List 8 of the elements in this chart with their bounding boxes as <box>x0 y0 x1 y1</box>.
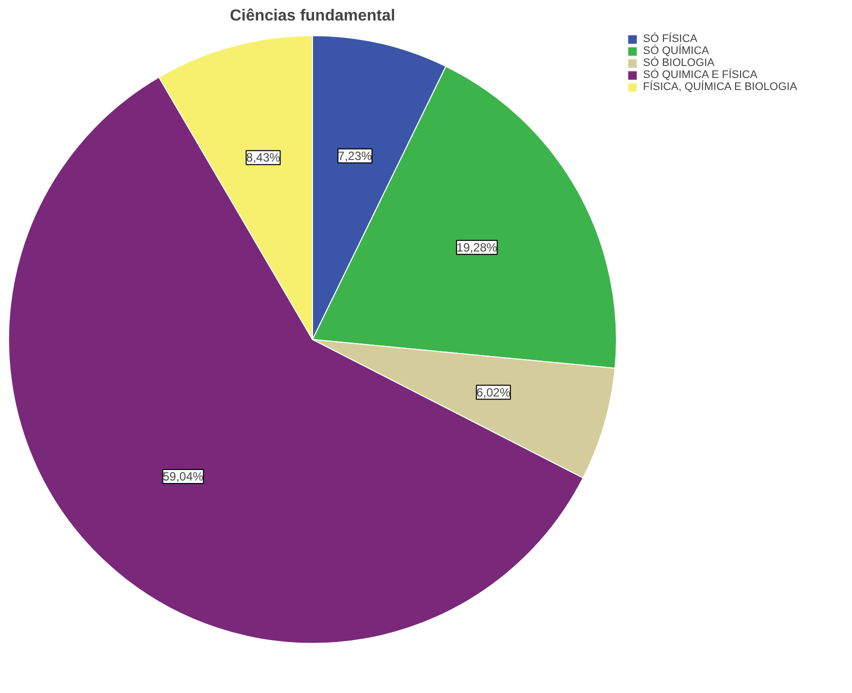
data-label: 6,02% <box>476 385 511 400</box>
legend-label: SÓ QUÍMICA <box>643 45 710 57</box>
chart-title: Ciências fundamental <box>230 8 396 24</box>
legend-label: SÓ FÍSICA <box>643 33 698 45</box>
legend-label: SÓ BIOLOGIA <box>643 57 715 69</box>
data-label: 7,23% <box>338 148 372 163</box>
legend-label: FÍSICA, QUÍMICA E BIOLOGIA <box>643 81 798 93</box>
legend-label: SÓ QUIMICA E FÍSICA <box>643 69 758 81</box>
